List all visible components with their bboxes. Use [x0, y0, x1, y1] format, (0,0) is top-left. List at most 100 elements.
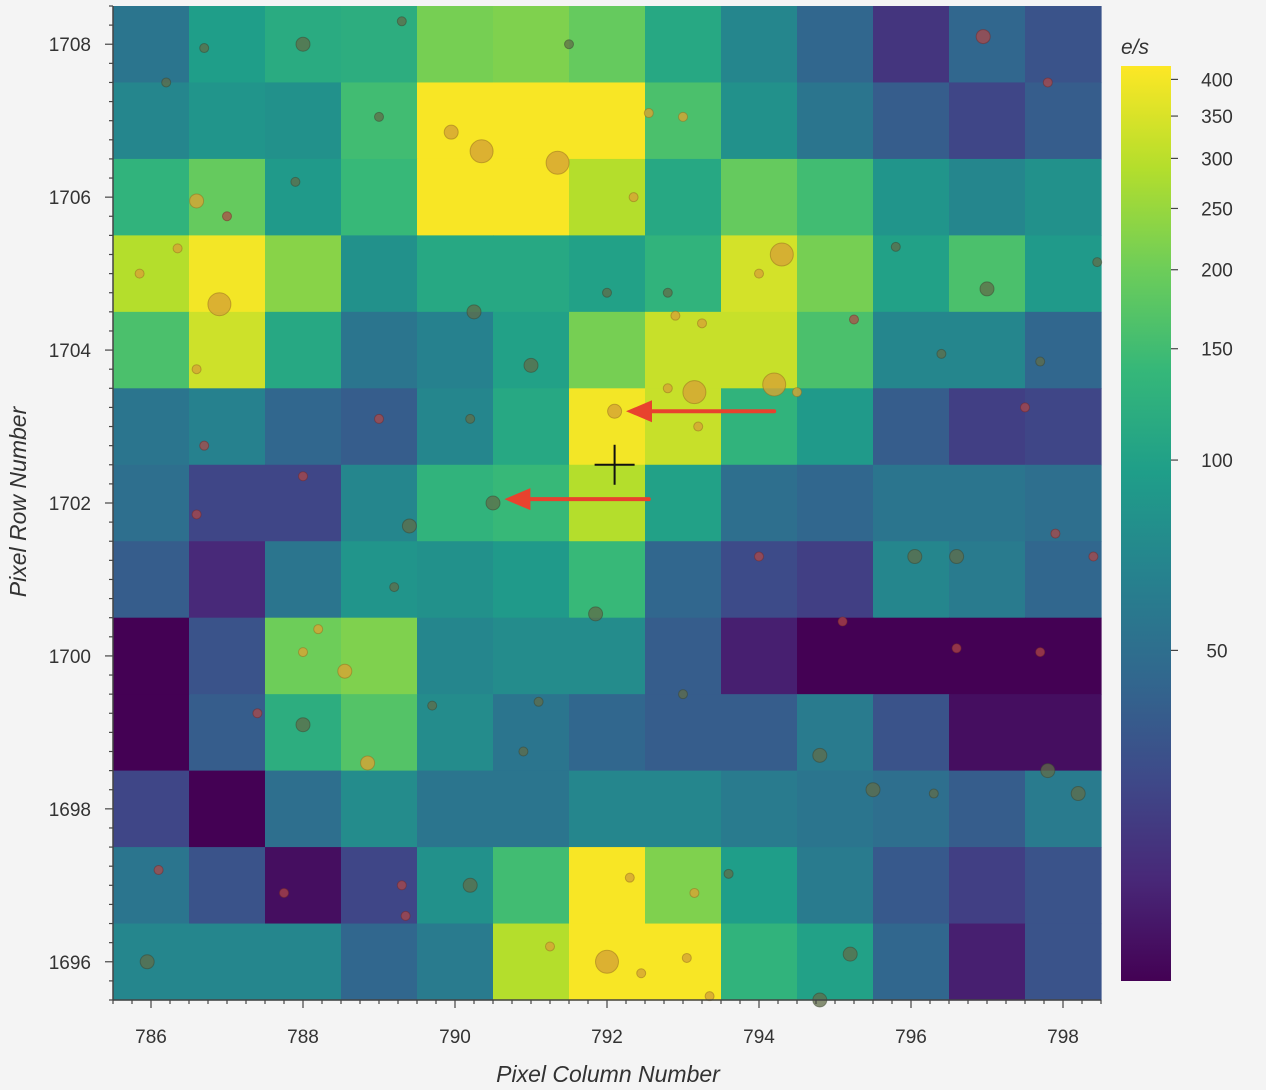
heatmap-cell: [113, 388, 190, 466]
star-marker[interactable]: [662, 383, 673, 394]
star-marker[interactable]: [279, 887, 289, 898]
star-marker[interactable]: [928, 788, 939, 799]
star-marker[interactable]: [837, 616, 848, 627]
star-marker[interactable]: [670, 310, 681, 321]
star-marker[interactable]: [624, 872, 635, 883]
star-marker[interactable]: [374, 413, 384, 424]
star-marker[interactable]: [191, 364, 202, 375]
star-marker[interactable]: [443, 124, 459, 140]
star-marker[interactable]: [298, 647, 308, 658]
star-marker[interactable]: [222, 211, 232, 222]
star-marker[interactable]: [533, 696, 544, 707]
star-marker[interactable]: [1035, 647, 1046, 658]
star-marker[interactable]: [865, 782, 881, 798]
star-marker[interactable]: [697, 318, 707, 329]
star-marker[interactable]: [1092, 257, 1103, 268]
star-marker[interactable]: [762, 372, 787, 397]
star-marker[interactable]: [792, 387, 802, 398]
star-marker[interactable]: [1042, 77, 1053, 88]
star-marker[interactable]: [191, 509, 202, 520]
star-marker[interactable]: [936, 348, 947, 359]
star-marker[interactable]: [681, 952, 692, 963]
star-marker[interactable]: [298, 471, 308, 482]
heatmap-cell: [797, 388, 874, 466]
star-marker[interactable]: [313, 624, 324, 635]
heatmap-cell: [493, 694, 570, 772]
heatmap-cell: [873, 847, 950, 925]
star-marker[interactable]: [545, 150, 570, 175]
star-marker[interactable]: [769, 242, 794, 267]
star-marker[interactable]: [199, 440, 210, 451]
star-marker[interactable]: [360, 755, 376, 771]
star-marker[interactable]: [951, 643, 962, 654]
star-marker[interactable]: [588, 606, 604, 622]
star-marker[interactable]: [518, 746, 529, 757]
star-marker[interactable]: [636, 968, 647, 979]
star-marker[interactable]: [1020, 402, 1030, 413]
star-marker[interactable]: [295, 717, 311, 733]
star-marker[interactable]: [189, 193, 205, 209]
heatmap-cell: [949, 770, 1026, 848]
star-marker[interactable]: [295, 36, 311, 52]
star-marker[interactable]: [682, 380, 707, 405]
star-marker[interactable]: [465, 413, 476, 424]
star-marker[interactable]: [337, 663, 353, 679]
star-marker[interactable]: [1070, 786, 1086, 802]
star-marker[interactable]: [400, 910, 411, 921]
star-marker[interactable]: [607, 403, 623, 419]
star-marker[interactable]: [849, 314, 859, 325]
star-marker[interactable]: [207, 292, 232, 317]
star-marker[interactable]: [693, 421, 704, 432]
star-marker[interactable]: [662, 287, 673, 298]
star-marker[interactable]: [199, 43, 210, 54]
star-marker[interactable]: [427, 700, 438, 711]
star-marker[interactable]: [595, 949, 619, 974]
star-marker[interactable]: [134, 268, 145, 279]
star-marker[interactable]: [1035, 356, 1046, 367]
heatmap-cell: [873, 311, 950, 389]
star-marker[interactable]: [689, 887, 700, 898]
star-marker[interactable]: [1088, 551, 1099, 562]
star-marker[interactable]: [907, 549, 923, 565]
star-marker[interactable]: [890, 241, 901, 252]
star-marker[interactable]: [469, 139, 494, 164]
star-marker[interactable]: [812, 747, 828, 763]
heatmap-cell: [721, 82, 798, 160]
star-marker[interactable]: [396, 880, 407, 891]
star-marker[interactable]: [523, 357, 539, 373]
star-marker[interactable]: [161, 77, 172, 88]
y-tick-label: 1696: [49, 953, 91, 974]
star-marker[interactable]: [754, 551, 764, 562]
star-marker[interactable]: [643, 108, 654, 119]
star-marker[interactable]: [1040, 763, 1056, 779]
star-marker[interactable]: [628, 192, 639, 203]
star-marker[interactable]: [602, 287, 612, 298]
star-marker[interactable]: [485, 495, 501, 511]
star-marker[interactable]: [975, 29, 991, 45]
star-marker[interactable]: [723, 868, 734, 879]
star-marker[interactable]: [462, 877, 478, 893]
heatmap-cell: [569, 82, 646, 160]
star-marker[interactable]: [139, 954, 155, 970]
star-marker[interactable]: [153, 865, 164, 876]
star-marker[interactable]: [949, 549, 965, 565]
star-marker[interactable]: [389, 582, 400, 593]
star-marker[interactable]: [396, 16, 407, 27]
star-marker[interactable]: [979, 281, 995, 297]
heatmap-cell: [113, 158, 190, 236]
star-marker[interactable]: [754, 268, 764, 279]
heatmap-cell: [417, 6, 494, 84]
star-marker[interactable]: [466, 304, 482, 320]
star-marker[interactable]: [172, 243, 183, 254]
star-marker[interactable]: [374, 111, 384, 122]
star-marker[interactable]: [678, 111, 688, 122]
star-marker[interactable]: [564, 39, 574, 50]
star-marker[interactable]: [545, 941, 555, 952]
star-marker[interactable]: [678, 689, 688, 700]
star-marker[interactable]: [290, 176, 301, 187]
star-marker[interactable]: [1050, 528, 1061, 539]
star-marker[interactable]: [401, 518, 417, 534]
star-marker[interactable]: [252, 708, 263, 719]
heatmap-cell: [417, 464, 494, 542]
star-marker[interactable]: [842, 946, 858, 962]
